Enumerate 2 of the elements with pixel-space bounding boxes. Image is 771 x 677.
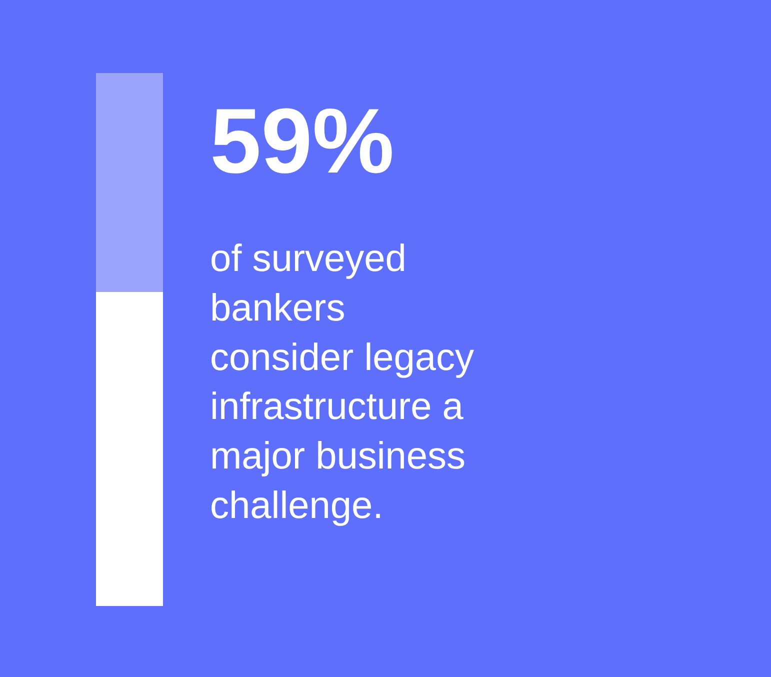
text: of surveyed bankers consider legacy infrastructure a major business challenge. xyxy=(210,238,474,527)
chart-title: 59% xyxy=(210,90,394,192)
